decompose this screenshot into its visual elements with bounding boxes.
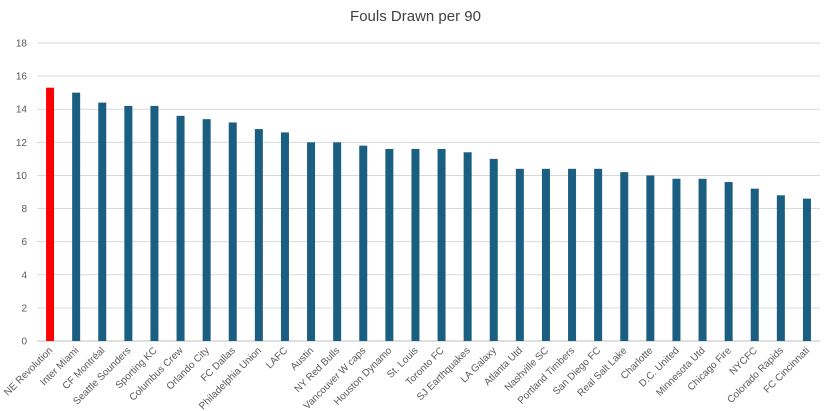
bar — [750, 188, 759, 341]
bar — [672, 178, 681, 341]
y-tick-label: 10 — [16, 171, 28, 182]
y-tick-label: 18 — [16, 39, 28, 50]
chart-title: Fouls Drawn per 90 — [350, 8, 481, 25]
bar — [72, 92, 81, 342]
y-tick-label: 8 — [21, 204, 27, 215]
y-tick-label: 4 — [21, 270, 27, 281]
bar — [620, 172, 629, 341]
y-tick-label: 2 — [21, 303, 27, 314]
y-tick-label: 14 — [16, 105, 28, 116]
bar — [98, 102, 107, 341]
bar — [202, 119, 211, 342]
bar — [359, 145, 368, 341]
bar — [150, 105, 159, 342]
bar — [541, 168, 550, 341]
bar — [385, 148, 394, 341]
bar — [46, 87, 55, 341]
bars — [46, 87, 811, 342]
bar — [698, 178, 707, 341]
bar — [176, 115, 185, 341]
y-tick-label: 16 — [16, 72, 28, 83]
bar — [307, 142, 316, 341]
bar — [124, 105, 133, 342]
x-tick-label: LAFC — [264, 345, 290, 371]
bar — [489, 158, 498, 341]
gridlines — [37, 42, 820, 342]
bar — [228, 122, 237, 341]
y-axis-ticks: 0 2 4 6 8 10 12 14 16 18 — [16, 39, 28, 348]
bar — [646, 175, 655, 341]
bar — [802, 198, 811, 341]
bar — [280, 132, 289, 341]
bar — [437, 148, 446, 341]
bar — [333, 142, 342, 341]
bar — [411, 148, 420, 341]
bar — [515, 168, 524, 341]
bar — [463, 152, 472, 341]
bar — [254, 129, 263, 341]
bar — [594, 168, 603, 341]
y-tick-label: 0 — [21, 337, 27, 348]
y-tick-label: 6 — [21, 237, 27, 248]
bar — [568, 168, 577, 341]
bar — [776, 195, 785, 341]
y-tick-label: 12 — [16, 138, 28, 149]
bar — [724, 182, 733, 341]
